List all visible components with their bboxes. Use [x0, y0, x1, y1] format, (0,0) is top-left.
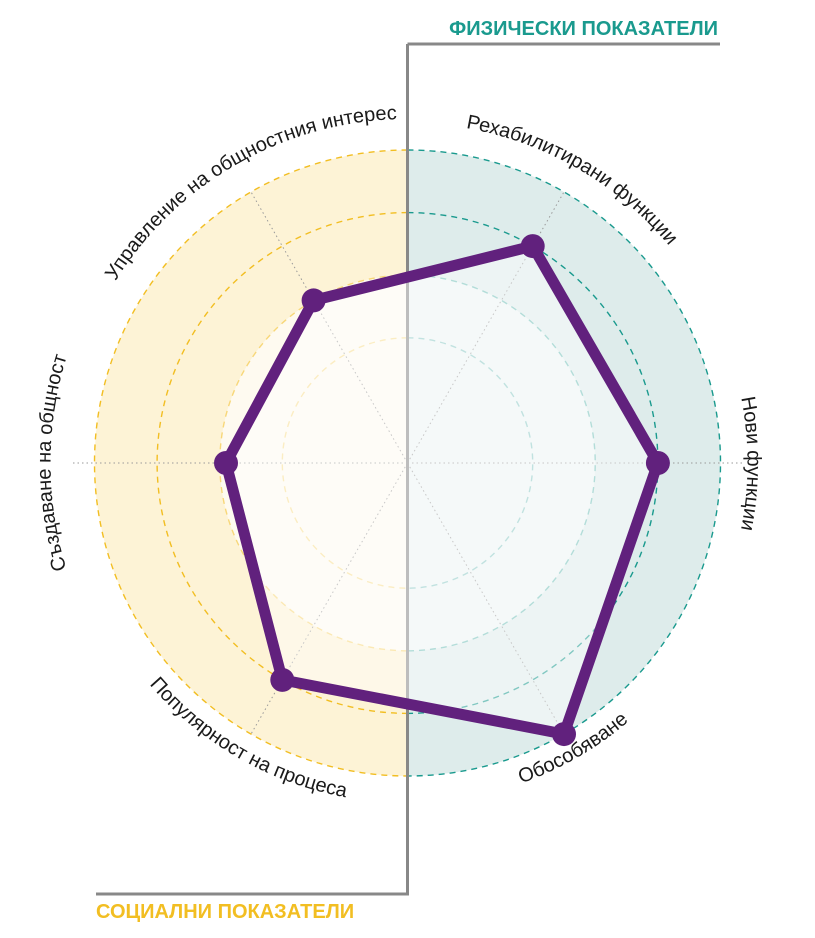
data-point-6: [520, 234, 545, 259]
axis-label-1: Нови функции: [736, 395, 765, 533]
social-section-title: СОЦИАЛНИ ПОКАЗАТЕЛИ: [96, 901, 354, 923]
data-point-1: [645, 451, 670, 475]
ring-physical-1: [407, 337, 534, 589]
physical-section-title: ФИЗИЧЕСКИ ПОКАЗАТЕЛИ: [449, 18, 718, 40]
ring-physical-2: [407, 274, 596, 652]
section-divider-line: [96, 42, 720, 896]
data-point-2: [552, 722, 576, 747]
physical-inner-area: [407, 275, 596, 651]
axis-label-text-4: Създаване на общност: [33, 352, 71, 574]
section-divider: [96, 42, 720, 896]
chart-background: [94, 150, 721, 776]
ring-social-4: [93, 149, 408, 777]
ring-social-1: [281, 337, 408, 589]
data-series: [214, 234, 670, 747]
data-point-5: [301, 288, 326, 313]
social-inner-area: [219, 275, 408, 651]
axis-label-text-1: Нови функции: [736, 395, 765, 533]
data-point-3: [270, 667, 295, 692]
data-point-4: [214, 451, 238, 475]
axis-label-4: Създаване на общност: [33, 352, 71, 574]
